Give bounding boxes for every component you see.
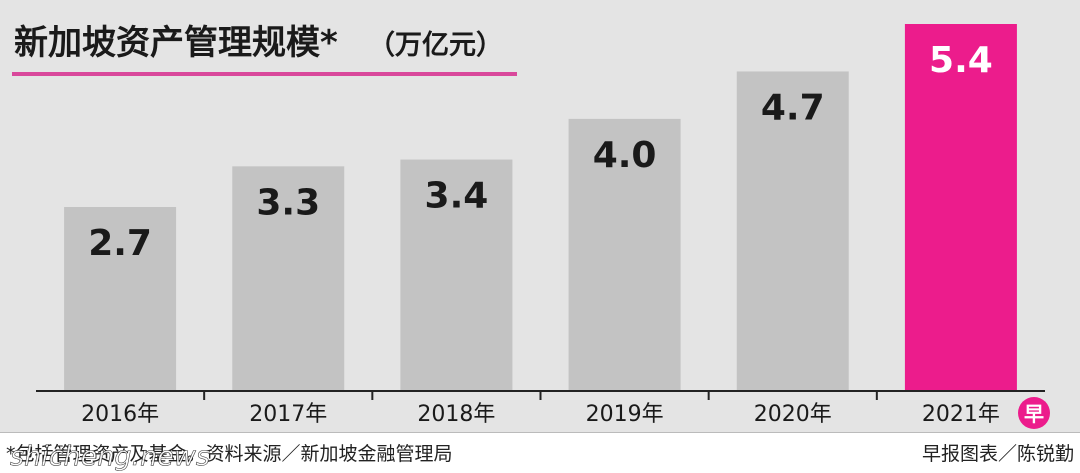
- x-tick-label-1: 2017年: [249, 402, 327, 427]
- x-axis-ticks: 2016年 2017年 2018年 2019年 2020年 2021年: [81, 392, 1000, 427]
- footer-note: *包括管理资产及基金。资料来源／新加坡金融管理局: [6, 443, 453, 465]
- x-tick-label-4: 2020年: [754, 402, 832, 427]
- footer-credit: 早报图表／陈锐勤: [922, 443, 1074, 465]
- logo-glyph: 早: [1024, 402, 1044, 426]
- bars-group: 2.7 3.3 3.4 4.0 4.7 5.4: [64, 24, 1017, 390]
- chart-title: 新加坡资产管理规模*: [14, 23, 338, 63]
- value-label-4: 4.7: [761, 87, 825, 128]
- value-label-2: 3.4: [425, 176, 489, 217]
- x-tick-label-5: 2021年: [922, 402, 1000, 427]
- footer-divider: [0, 432, 1080, 433]
- title-underline: [12, 72, 517, 76]
- bar-0: [64, 207, 177, 390]
- bar-4: [736, 71, 849, 390]
- chart-unit: （万亿元）: [368, 30, 503, 61]
- value-label-5: 5.4: [929, 40, 993, 81]
- x-tick-label-0: 2016年: [81, 402, 159, 427]
- value-label-1: 3.3: [256, 182, 320, 223]
- x-tick-label-2: 2018年: [417, 402, 495, 427]
- bar-2: [400, 159, 513, 390]
- bar-1: [232, 166, 345, 390]
- bar-3: [568, 118, 681, 390]
- value-label-3: 4.0: [593, 135, 657, 176]
- watermark-text: shicheng.news: [10, 441, 210, 472]
- bar-5: [904, 24, 1017, 390]
- value-label-0: 2.7: [88, 223, 152, 264]
- x-tick-label-3: 2019年: [586, 402, 664, 427]
- zaobao-logo-icon: 早: [1018, 397, 1050, 429]
